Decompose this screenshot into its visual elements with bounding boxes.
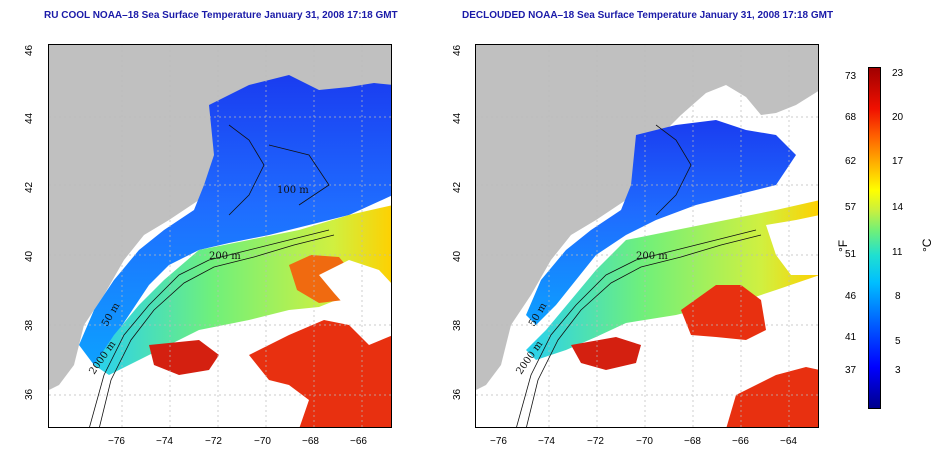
cold-shelf-water [79,75,391,365]
lat-tick: 38 [452,319,463,331]
lon-tick: −74 [538,436,555,447]
map-gridlines [49,45,391,427]
colorbar-c-tick: 14 [892,202,904,213]
colorbar-f-tick: 51 [845,249,857,260]
gulf-stream-warm-core [249,320,391,427]
lat-tick: 36 [24,388,35,400]
temperature-colorbar [868,67,881,409]
lon-tick: −66 [732,436,749,447]
lat-tick: 36 [452,388,463,400]
colorbar-f-tick: 57 [845,202,857,213]
lon-tick: −70 [636,436,653,447]
colorbar-f-tick: 62 [845,156,857,167]
lat-tick: 42 [24,181,35,193]
colorbar-c-tick: 5 [895,336,901,347]
lon-tick: −74 [156,436,173,447]
lon-tick: −76 [108,436,125,447]
cloud-patch [49,380,129,427]
lon-tick: −72 [205,436,222,447]
colorbar-f-tick: 41 [845,332,857,343]
colorbar-unit-fahrenheit: °F [836,239,850,252]
lat-tick: 38 [24,319,35,331]
colorbar-f-tick: 37 [845,365,857,376]
gulf-stream-warm-core [681,285,766,340]
lon-tick: −70 [254,436,271,447]
lat-tick: 44 [452,112,463,124]
slope-water [526,200,818,360]
contour-label: 200 m [209,251,241,262]
gulf-stream-offshore [571,337,641,370]
lon-tick: −68 [684,436,701,447]
lat-tick: 40 [24,250,35,262]
colorbar-c-tick: 8 [895,291,901,302]
land-mass [49,45,391,390]
lon-tick: −64 [780,436,797,447]
colorbar-unit-celsius: °C [920,238,934,252]
map-gridlines [476,45,818,427]
right-sst-map-canvas: 200 m 50 m 2000 m [476,45,818,427]
slope-water [94,205,391,375]
lat-tick: 46 [24,44,35,56]
left-panel-title: RU COOL NOAA–18 Sea Surface Temperature … [44,10,398,21]
left-sst-map: 200 m 100 m 50 m 2000 m [48,44,392,428]
colorbar-c-tick: 3 [895,365,901,376]
colorbar-c-tick: 17 [892,156,904,167]
lon-tick: −68 [302,436,319,447]
cloud-patch [319,260,391,315]
right-sst-map: 200 m 50 m 2000 m [475,44,819,428]
land-mass-nova-scotia [746,63,818,115]
lat-tick: 42 [452,181,463,193]
right-panel-title: DECLOUDED NOAA–18 Sea Surface Temperatur… [462,10,834,21]
contour-label: 200 m [636,251,668,262]
bathymetry-contours [89,124,335,427]
gulf-stream-warm-core [726,367,818,427]
contour-label: 100 m [277,185,309,196]
bathymetry-contours [516,124,762,427]
lon-tick: −72 [587,436,604,447]
cold-shelf-water [526,120,796,325]
lat-tick: 44 [24,112,35,124]
cloud-patch [766,215,818,275]
colorbar-f-tick: 68 [845,112,857,123]
colorbar-c-tick: 11 [892,247,903,258]
lon-tick: −76 [490,436,507,447]
colorbar-c-tick: 23 [892,68,904,79]
colorbar-c-tick: 20 [892,112,904,123]
gulf-stream-offshore [149,340,219,375]
land-mass [476,45,818,390]
colorbar-f-tick: 73 [845,71,857,82]
colorbar-f-tick: 46 [845,291,857,302]
lat-tick: 40 [452,250,463,262]
left-sst-map-canvas: 200 m 100 m 50 m 2000 m [49,45,391,427]
lat-tick: 46 [452,44,463,56]
lon-tick: −66 [350,436,367,447]
